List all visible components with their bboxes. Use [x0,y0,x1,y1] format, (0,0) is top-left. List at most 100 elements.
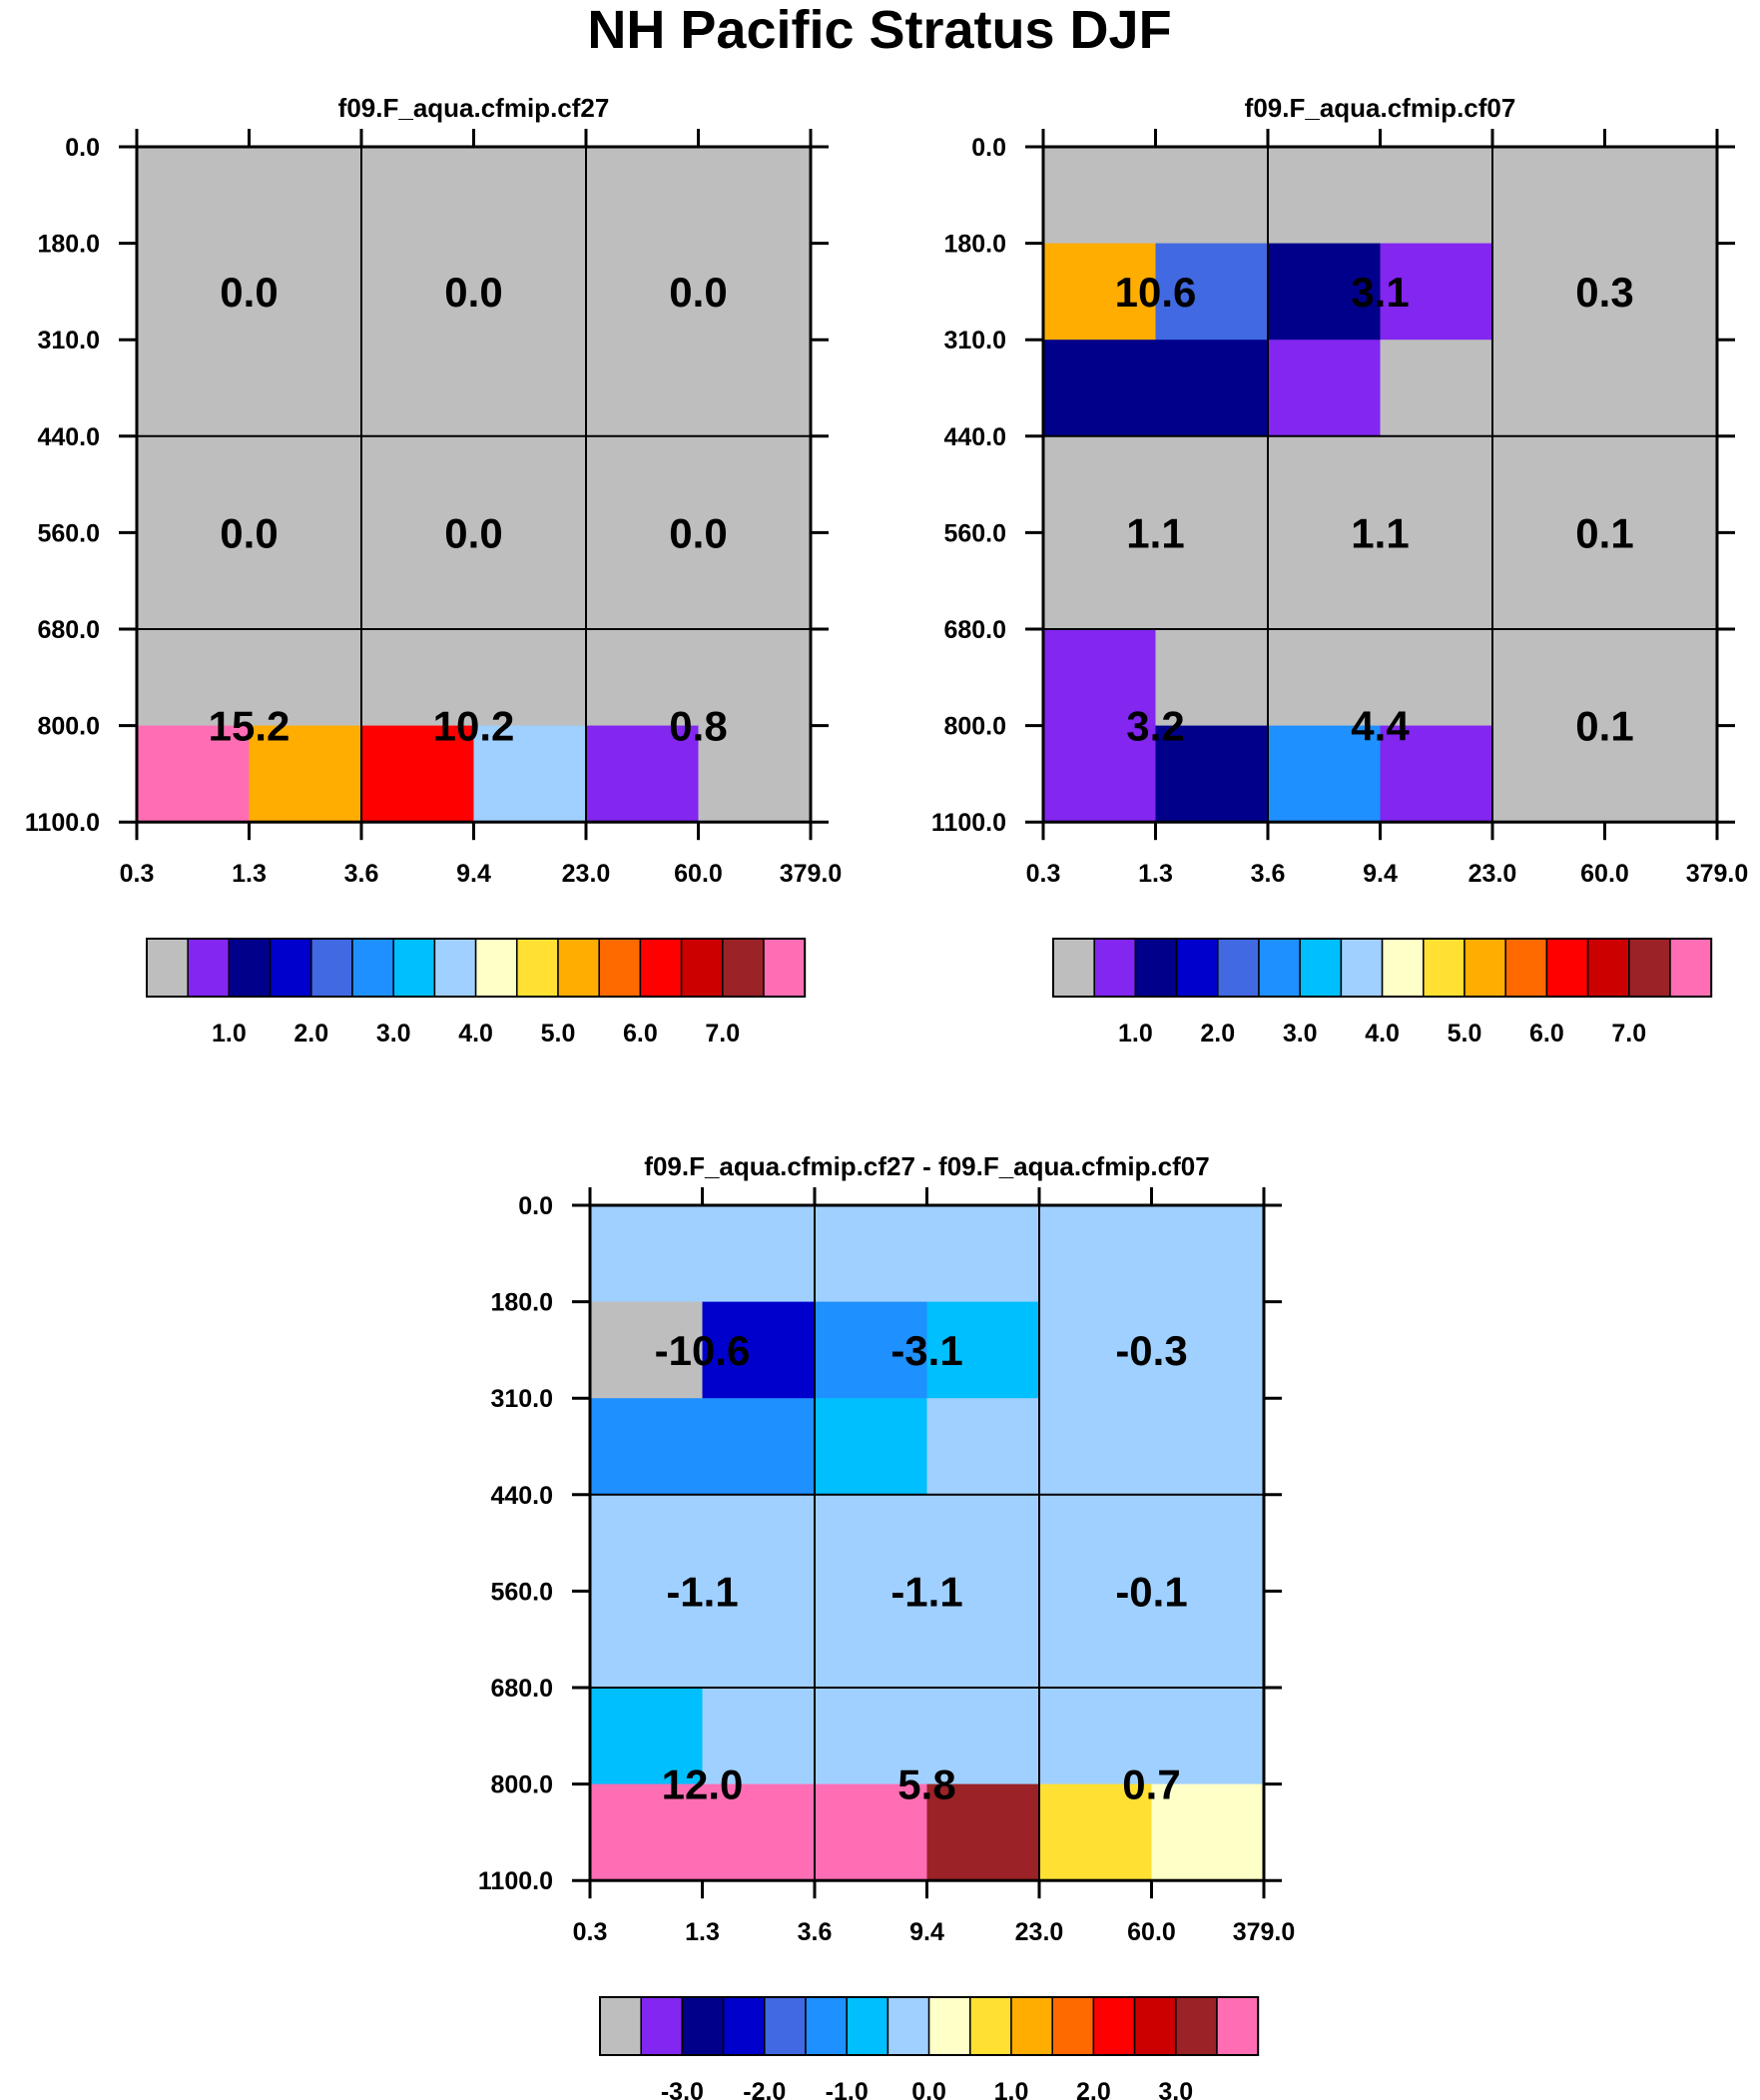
colorbar-box [886,1996,930,2056]
heatmap-cell [1043,435,1157,533]
x-tick-label: 3.6 [344,860,379,888]
colorbar-box [557,938,600,998]
panel-title: f09.F_aqua.cfmip.cf07 [1245,93,1516,123]
data-label: 3.2 [1126,703,1184,750]
heatmap-cell [1380,629,1493,727]
colorbar-label: 7.0 [1611,1020,1646,1048]
data-label: 0.0 [669,269,727,316]
heatmap-cell [1268,532,1382,630]
colorbar-box [681,1996,725,2056]
colorbar-label: -3.0 [661,2078,704,2100]
x-tick-label: 1.3 [232,860,267,888]
heatmap-cell [586,147,700,245]
colorbar-box [1216,1996,1259,2056]
colorbar-box [969,1996,1012,2056]
colorbar-label: -1.0 [826,2078,869,2100]
colorbar-box [805,1996,848,2056]
colorbar-label: 5.0 [541,1020,576,1048]
y-tick-label: 180.0 [37,231,100,259]
heatmap-cell [702,1301,816,1399]
x-tick-label: 60.0 [1580,860,1629,888]
heatmap-cell [473,532,587,630]
colorbar-box [1340,938,1384,998]
x-tick-label: 1.3 [685,1918,720,1946]
heatmap-cell [249,725,362,823]
x-tick-label: 9.4 [909,1918,944,1946]
heatmap-cell [1151,1783,1265,1881]
colorbar-box [846,1996,889,2056]
x-tick-label: 9.4 [1363,860,1398,888]
colorbar-box [1052,938,1095,998]
colorbar-box [763,938,806,998]
heatmap-cell [590,1205,704,1303]
colorbar-label: 0.0 [911,2078,946,2100]
x-tick-label: 379.0 [1686,860,1749,888]
heatmap-cell [1155,725,1269,823]
heatmap-cell [1268,147,1382,245]
data-label: 0.3 [1575,269,1633,316]
colorbar-box [1258,938,1301,998]
colorbar-box [516,938,559,998]
colorbar-box [310,938,353,998]
heatmap-cell [1604,725,1718,823]
heatmap-cell [590,1783,704,1881]
y-tick-label: 440.0 [490,1482,553,1510]
heatmap-cell [249,147,362,245]
colorbar-label: 4.0 [1365,1020,1400,1048]
y-tick-label: 560.0 [490,1578,553,1606]
x-tick-label: 379.0 [780,860,843,888]
colorbar-box [639,938,683,998]
colorbar-box [1464,938,1506,998]
heatmap-cell [137,243,251,341]
heatmap-cell [586,243,700,341]
heatmap-cell [702,1688,816,1785]
chart-panel-3: f09.F_aqua.cfmip.cf27 - f09.F_aqua.cfmip… [478,1151,1295,2100]
heatmap-cell [473,340,587,437]
colorbar-box [1175,938,1219,998]
y-tick-label: 1100.0 [25,809,100,837]
data-label: 0.1 [1575,509,1633,556]
heatmap-cell [586,725,700,823]
colorbar-box [187,938,231,998]
y-tick-label: 0.0 [518,1192,553,1220]
heatmap-cell [1043,147,1157,245]
heatmap-cell [1268,435,1382,533]
colorbar-box [1504,938,1548,998]
heatmap-cell [1604,147,1718,245]
heatmap-cell [1492,147,1606,245]
colorbar-label: 6.0 [1529,1020,1564,1048]
colorbar-label: 2.0 [1076,2078,1111,2100]
colorbar-label: 3.0 [1283,1020,1318,1048]
y-tick-label: 0.0 [971,134,1006,162]
x-tick-label: 0.3 [573,1918,608,1946]
heatmap-cell [1268,629,1382,727]
heatmap-cell [1039,1494,1153,1592]
colorbar-box [722,938,765,998]
heatmap-cell [698,725,812,823]
heatmap-cell [1151,1301,1265,1399]
x-tick-label: 379.0 [1233,1918,1296,1946]
heatmap-cell [473,435,587,533]
y-tick-label: 310.0 [490,1385,553,1413]
heatmap-cell [926,1783,1040,1881]
heatmap-cell [1039,1591,1153,1689]
heatmap-cell [361,725,475,823]
heatmap-cell [590,1688,704,1785]
heatmap-cell [926,1591,1040,1689]
data-label: 0.0 [444,269,502,316]
heatmap-cell [702,1494,816,1592]
heatmap-cell [926,1205,1040,1303]
heatmap-cell [698,340,812,437]
heatmap-cell [702,1783,816,1881]
heatmap-cell [1380,147,1493,245]
x-tick-label: 0.3 [120,860,155,888]
colorbar-box [764,1996,807,2056]
y-tick-label: 1100.0 [478,1867,553,1895]
heatmap-cell [815,1591,928,1689]
colorbar-label: -2.0 [743,2078,786,2100]
heatmap-cell [815,1205,928,1303]
heatmap-cell [926,1688,1040,1785]
colorbar-box [599,1996,642,2056]
heatmap-cell [698,243,812,341]
